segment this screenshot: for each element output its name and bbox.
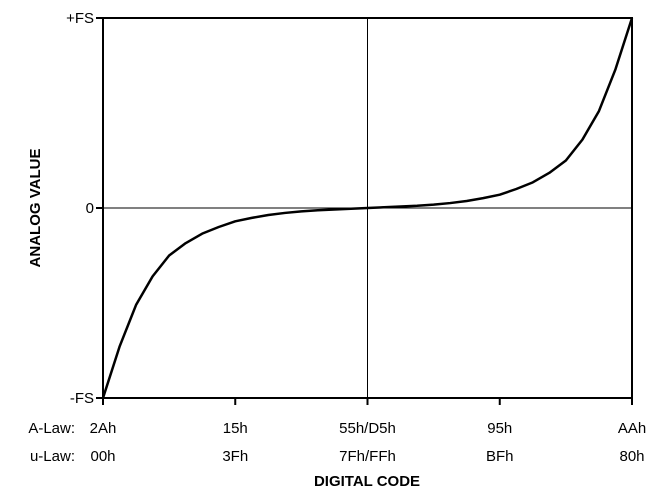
data-point bbox=[151, 275, 154, 278]
data-point bbox=[250, 217, 253, 219]
x-tick-label-ulaw: 7Fh/FFh bbox=[339, 448, 396, 465]
x-axis-title: DIGITAL CODE bbox=[314, 473, 420, 490]
data-point bbox=[201, 232, 203, 235]
data-point bbox=[631, 17, 633, 19]
data-point bbox=[118, 345, 121, 348]
x-tick-label-alaw: 15h bbox=[223, 420, 248, 437]
x-tick-label-alaw: 2Ah bbox=[90, 420, 117, 437]
data-point bbox=[383, 206, 385, 209]
alaw-row-label: A-Law: bbox=[28, 420, 75, 437]
data-point bbox=[416, 204, 418, 207]
data-point bbox=[350, 207, 352, 210]
y-tick-label: +FS bbox=[66, 10, 94, 27]
data-point bbox=[366, 207, 369, 209]
data-point bbox=[432, 203, 435, 206]
data-point bbox=[482, 197, 485, 199]
data-point bbox=[565, 159, 567, 162]
ulaw-row-label: u-Law: bbox=[30, 448, 75, 465]
y-tick-label: -FS bbox=[70, 390, 94, 407]
data-point bbox=[465, 200, 468, 202]
x-tick-label-ulaw: BFh bbox=[486, 448, 514, 465]
data-point bbox=[399, 205, 402, 208]
data-point bbox=[515, 188, 518, 190]
data-point bbox=[614, 68, 617, 71]
y-ticks: +FS 0 -FS bbox=[66, 10, 103, 407]
data-point bbox=[168, 254, 170, 257]
data-point bbox=[581, 138, 584, 141]
data-point bbox=[333, 208, 336, 211]
data-point bbox=[284, 212, 286, 214]
data-point bbox=[300, 210, 303, 213]
x-tick-label-ulaw: 00h bbox=[90, 448, 115, 465]
x-tick-label-ulaw: 3Fh bbox=[222, 448, 248, 465]
series-points bbox=[102, 17, 633, 399]
data-point bbox=[598, 110, 600, 112]
data-point bbox=[449, 202, 451, 204]
data-point bbox=[317, 209, 319, 212]
y-tick-label: 0 bbox=[86, 200, 94, 217]
x-tick-label-alaw: 95h bbox=[487, 420, 512, 437]
x-tick-label-ulaw: 80h bbox=[619, 448, 644, 465]
data-point bbox=[184, 242, 187, 244]
data-point bbox=[498, 193, 501, 196]
x-tick-label-alaw: 55h/D5h bbox=[339, 420, 396, 437]
data-point bbox=[102, 397, 104, 399]
data-point bbox=[267, 214, 270, 216]
data-point bbox=[234, 220, 237, 223]
data-point bbox=[217, 226, 220, 228]
data-point bbox=[548, 172, 551, 174]
x-ticks: 2Ah 00h 15h 3Fh 55h/D5h 7Fh/FFh 95h BFh AAh 80h bbox=[90, 398, 646, 465]
data-point bbox=[135, 304, 137, 306]
x-tick-label-alaw: AAh bbox=[618, 420, 646, 437]
data-point bbox=[532, 181, 534, 184]
y-axis-title: ANALOG VALUE bbox=[27, 149, 44, 268]
